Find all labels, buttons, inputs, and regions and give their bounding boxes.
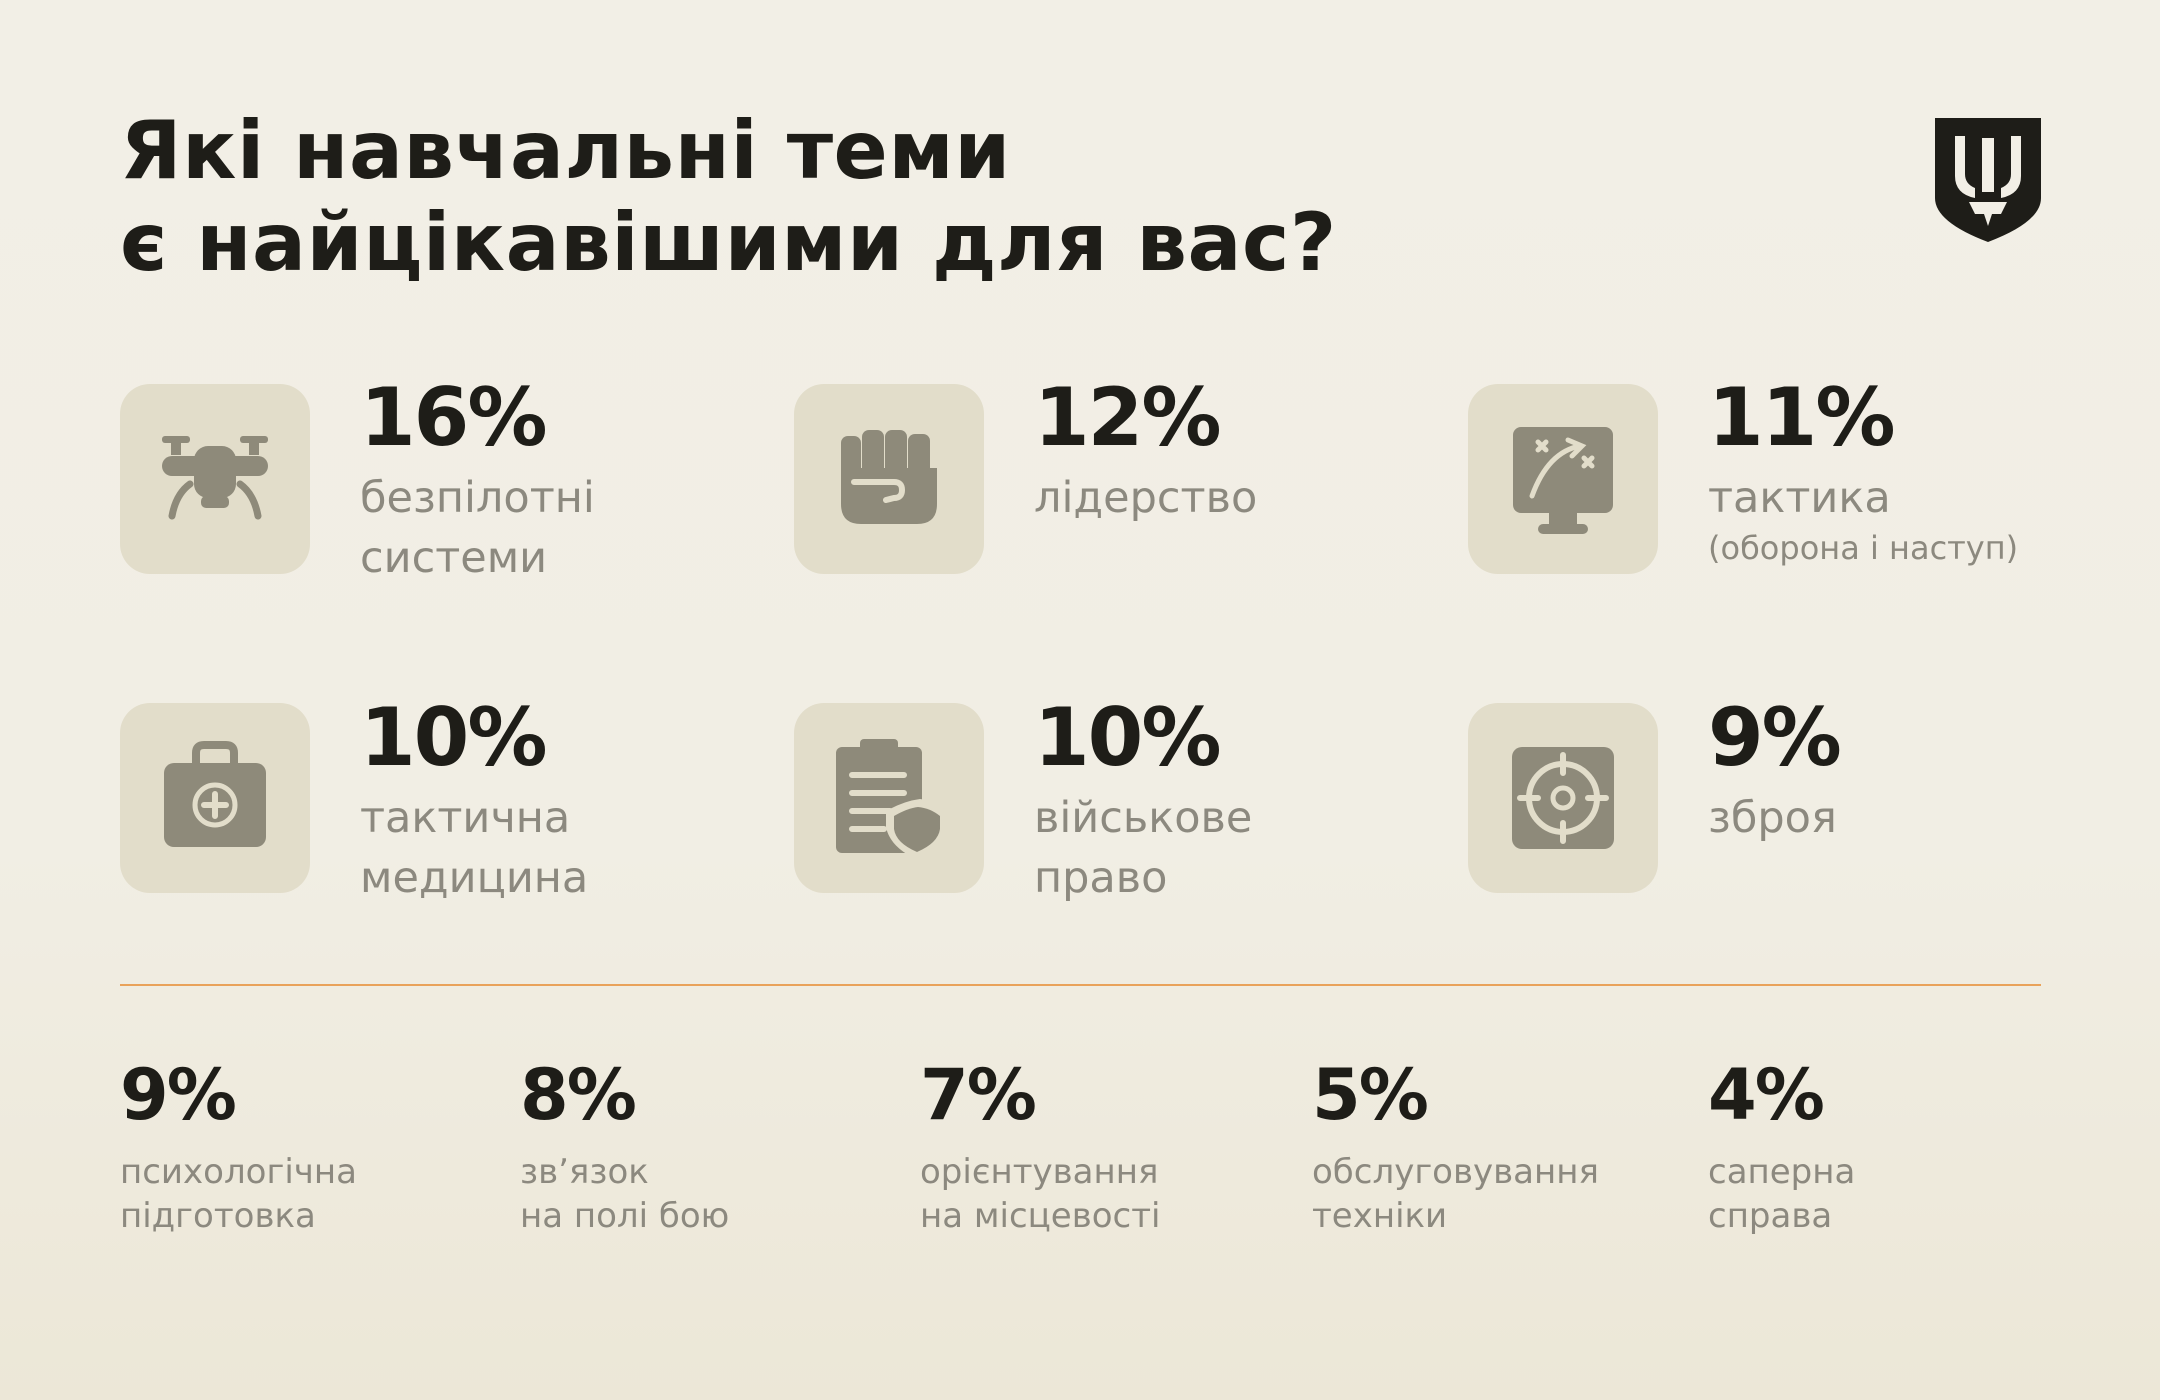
label-maintenance: обслуговування техніки xyxy=(1312,1152,1599,1236)
label-demining: саперна справа xyxy=(1708,1152,1856,1236)
tile-weapons xyxy=(1468,703,1658,893)
value-leadership: 12% xyxy=(1034,371,1221,464)
value-demining: 4% xyxy=(1708,1054,1825,1136)
value-tactics: 11% xyxy=(1708,371,1895,464)
label-psychology: психологічна підготовка xyxy=(120,1152,357,1236)
value-medicine: 10% xyxy=(360,691,547,784)
clipboard-shield-icon xyxy=(836,739,946,859)
tile-law xyxy=(794,703,984,893)
tile-medicine xyxy=(120,703,310,893)
label-tactics-sub: (оборона і наступ) xyxy=(1708,529,2019,567)
label-communications: зв’язок на полі бою xyxy=(520,1152,730,1236)
value-psychology: 9% xyxy=(120,1054,237,1136)
label-leadership: лідерство xyxy=(1034,473,1258,523)
value-law: 10% xyxy=(1034,691,1221,784)
label-medicine: тактична медицина xyxy=(360,793,589,903)
divider xyxy=(120,984,2041,986)
value-maintenance: 5% xyxy=(1312,1054,1429,1136)
value-weapons: 9% xyxy=(1708,691,1842,784)
fist-icon xyxy=(841,430,937,524)
tile-tactics xyxy=(1468,384,1658,574)
tactics-board-icon xyxy=(1513,427,1613,534)
label-law: військове право xyxy=(1034,793,1253,903)
value-navigation: 7% xyxy=(920,1054,1037,1136)
label-navigation: орієнтування на місцевості xyxy=(920,1152,1161,1236)
label-drone: безпілотні системи xyxy=(360,473,595,583)
drone-icon xyxy=(162,436,268,520)
tile-drone xyxy=(120,384,310,574)
value-drone: 16% xyxy=(360,371,547,464)
label-weapons: зброя xyxy=(1708,793,1837,843)
title-line-1: Які навчальні теми xyxy=(120,104,1011,197)
tile-leadership xyxy=(794,384,984,574)
crosshair-icon xyxy=(1512,747,1614,849)
ministry-emblem-icon xyxy=(1935,118,2041,242)
title-line-2: є найцікавішими для вас? xyxy=(120,196,1337,289)
medical-kit-icon xyxy=(164,741,266,847)
page-title: Які навчальні теми є найцікавішими для в… xyxy=(120,105,1337,289)
value-communications: 8% xyxy=(520,1054,637,1136)
label-tactics: тактика xyxy=(1708,473,1891,523)
